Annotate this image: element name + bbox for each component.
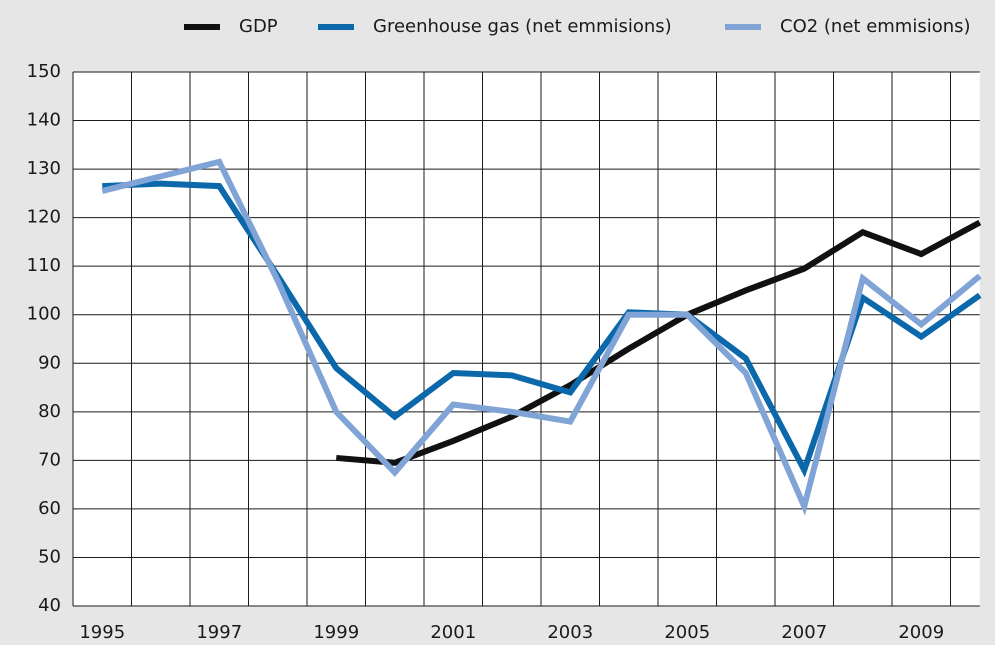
x-tick-label: 1999: [313, 622, 359, 643]
y-tick-label: 110: [27, 255, 61, 276]
series-line: [336, 219, 982, 466]
y-tick-label: 40: [38, 595, 61, 616]
x-tick-label: 2007: [781, 622, 827, 643]
y-tick-label: 60: [38, 498, 61, 519]
y-tick-label: 150: [27, 61, 61, 82]
legend-item: Greenhouse gas (net emmisions): [318, 16, 672, 37]
legend-item: GDP: [184, 16, 278, 37]
y-tick-label: 120: [27, 207, 61, 228]
y-tick-label: 50: [38, 546, 61, 567]
x-tick-label: 1995: [79, 622, 125, 643]
x-tick-label: 2003: [547, 622, 593, 643]
x-tick-label: 2005: [664, 622, 710, 643]
legend-item: CO2 (net emmisions): [725, 16, 971, 37]
legend-label: GDP: [239, 16, 278, 37]
plot-area: [73, 72, 980, 606]
y-tick-label: 140: [27, 110, 61, 131]
y-tick-label: 100: [27, 304, 61, 325]
legend-label: Greenhouse gas (net emmisions): [373, 16, 672, 37]
x-tick-label: 2009: [898, 622, 944, 643]
y-tick-label: 90: [38, 352, 61, 373]
x-tick-label: 1997: [196, 622, 242, 643]
y-tick-label: 130: [27, 158, 61, 179]
x-tick-label: 2001: [430, 622, 476, 643]
legend-label: CO2 (net emmisions): [780, 16, 971, 37]
y-tick-label: 80: [38, 401, 61, 422]
y-tick-label: 70: [38, 449, 61, 470]
series-line: [101, 158, 982, 516]
